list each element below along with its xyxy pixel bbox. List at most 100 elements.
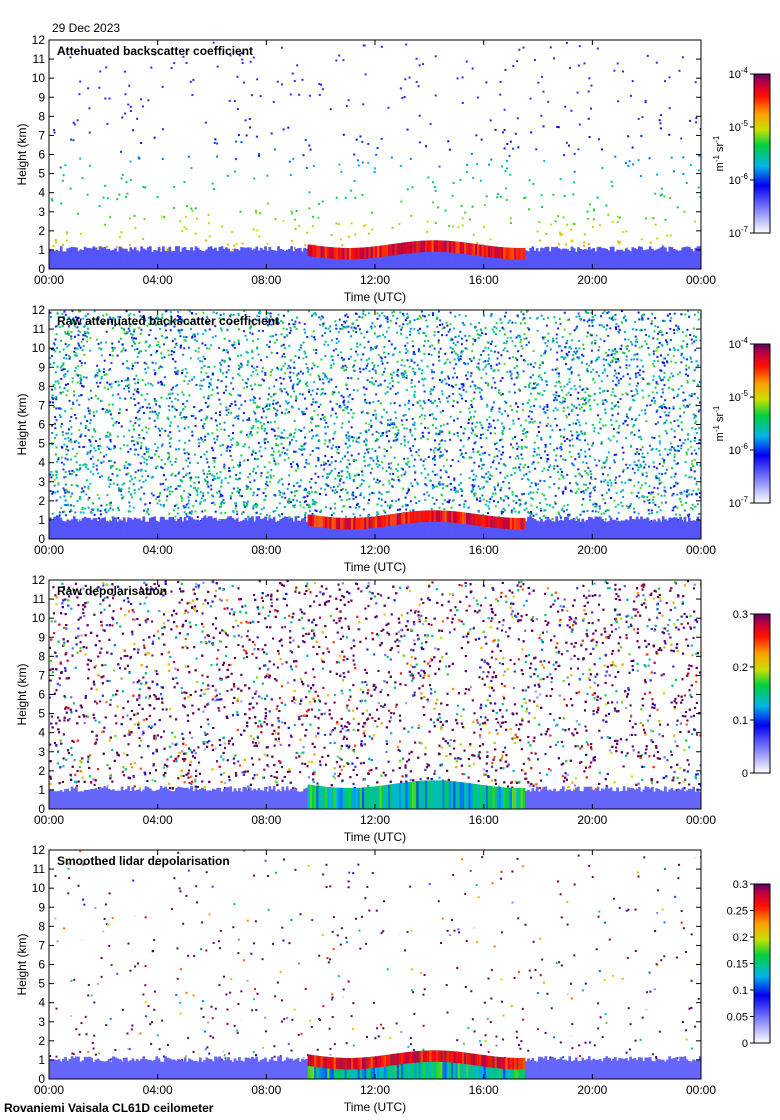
x-tick-label: 08:00	[251, 273, 281, 287]
colorbar-tick-label: 10-4	[729, 336, 749, 351]
y-tick-label: 7	[38, 398, 45, 412]
y-tick-label: 11	[33, 862, 46, 876]
x-tick-label: 00:00	[34, 273, 64, 287]
colorbar-tick-label: 0.1	[733, 985, 748, 997]
x-axis-label: Time (UTC)	[344, 1100, 406, 1114]
y-tick-label: 0	[38, 1072, 45, 1086]
y-tick-label: 9	[38, 90, 45, 104]
x-tick-label: 00:00	[686, 1083, 716, 1097]
y-tick-label: 12	[32, 33, 46, 47]
x-tick-label: 16:00	[469, 813, 499, 827]
y-tick-label: 10	[32, 611, 46, 625]
x-tick-label: 00:00	[686, 813, 716, 827]
y-tick-label: 11	[33, 52, 46, 66]
colorbar-tick-label: 10-4	[729, 66, 749, 81]
x-tick-label: 00:00	[686, 543, 716, 557]
colorbar-tick-label: 0.2	[733, 932, 748, 944]
colorbar-tick-label: 10-5	[729, 119, 749, 134]
colorbar-unit: m-1 sr-1	[712, 135, 727, 171]
y-tick-label: 6	[38, 688, 45, 702]
y-tick-label: 5	[38, 437, 45, 451]
y-tick-label: 7	[38, 668, 45, 682]
colorbar-tick-label: 10-5	[729, 389, 749, 404]
y-tick-label: 9	[38, 630, 45, 644]
y-tick-label: 4	[38, 186, 45, 200]
panel-title: Smoothed lidar depolarisation	[57, 854, 230, 868]
heatmap-field	[49, 310, 701, 539]
y-tick-label: 10	[32, 71, 46, 85]
y-tick-label: 2	[38, 764, 45, 778]
y-tick-label: 10	[32, 341, 46, 355]
y-tick-label: 2	[38, 1034, 45, 1048]
panel-title: Attenuated backscatter coefficient	[57, 44, 253, 58]
y-tick-label: 3	[38, 475, 45, 489]
y-tick-label: 12	[32, 573, 46, 587]
x-tick-label: 08:00	[251, 543, 281, 557]
colorbar-tick-label: 10-7	[729, 495, 749, 510]
x-tick-label: 04:00	[143, 273, 173, 287]
x-axis-label: Time (UTC)	[344, 560, 406, 574]
x-tick-label: 12:00	[360, 543, 390, 557]
x-tick-label: 12:00	[360, 273, 390, 287]
y-tick-label: 7	[38, 128, 45, 142]
x-tick-label: 04:00	[143, 543, 173, 557]
x-tick-label: 00:00	[686, 273, 716, 287]
x-tick-label: 12:00	[360, 1083, 390, 1097]
panel-title: Raw depolarisation	[57, 584, 167, 598]
x-tick-label: 00:00	[34, 1083, 64, 1097]
x-tick-label: 12:00	[360, 813, 390, 827]
x-tick-label: 04:00	[143, 813, 173, 827]
y-axis-label: Height (km)	[15, 393, 29, 455]
y-tick-label: 11	[33, 592, 46, 606]
colorbar-tick-label: 10-6	[729, 442, 749, 457]
colorbar-tick-label: 0.15	[727, 959, 748, 971]
x-tick-label: 00:00	[34, 543, 64, 557]
y-tick-label: 6	[38, 418, 45, 432]
y-tick-label: 11	[33, 322, 46, 336]
date-label: 29 Dec 2023	[52, 21, 121, 35]
x-tick-label: 00:00	[34, 813, 64, 827]
x-tick-label: 04:00	[143, 1083, 173, 1097]
colorbar-tick-label: 10-7	[729, 225, 749, 240]
y-tick-label: 0	[38, 262, 45, 276]
x-tick-label: 08:00	[251, 1083, 281, 1097]
y-tick-label: 3	[38, 1015, 45, 1029]
x-tick-label: 16:00	[469, 543, 499, 557]
y-tick-label: 9	[38, 900, 45, 914]
y-tick-label: 1	[38, 783, 45, 797]
x-tick-label: 20:00	[577, 543, 607, 557]
y-axis-label: Height (km)	[15, 123, 29, 185]
colorbar-tick-label: 10-6	[729, 172, 749, 187]
y-tick-label: 5	[38, 977, 45, 991]
colorbar-tick-label: 0.3	[733, 879, 748, 891]
colorbar-tick-label: 0.25	[727, 906, 748, 918]
y-tick-label: 3	[38, 205, 45, 219]
y-axis-label: Height (km)	[15, 933, 29, 995]
x-tick-label: 20:00	[577, 273, 607, 287]
y-tick-label: 8	[38, 919, 45, 933]
y-tick-label: 1	[38, 243, 45, 257]
y-tick-label: 4	[38, 456, 45, 470]
y-tick-label: 12	[32, 303, 46, 317]
y-tick-label: 6	[38, 148, 45, 162]
x-axis-label: Time (UTC)	[344, 290, 406, 304]
y-tick-label: 4	[38, 996, 45, 1010]
y-tick-label: 8	[38, 379, 45, 393]
panel-title: Raw attenuated backscatter coefficient	[57, 314, 279, 328]
y-tick-label: 12	[32, 843, 46, 857]
instrument-label: Rovaniemi Vaisala CL61D ceilometer	[4, 1101, 214, 1115]
colorbar-tick-label: 0.1	[733, 715, 748, 727]
y-tick-label: 9	[38, 360, 45, 374]
colorbar	[753, 73, 771, 234]
y-tick-label: 4	[38, 726, 45, 740]
y-tick-label: 1	[38, 513, 45, 527]
colorbar-tick-label: 0	[742, 768, 748, 780]
y-tick-label: 0	[38, 802, 45, 816]
colorbar-tick-label: 0.3	[733, 609, 748, 621]
colorbar-tick-label: 0	[742, 1038, 748, 1050]
colorbar	[753, 883, 771, 1044]
x-tick-label: 20:00	[577, 813, 607, 827]
